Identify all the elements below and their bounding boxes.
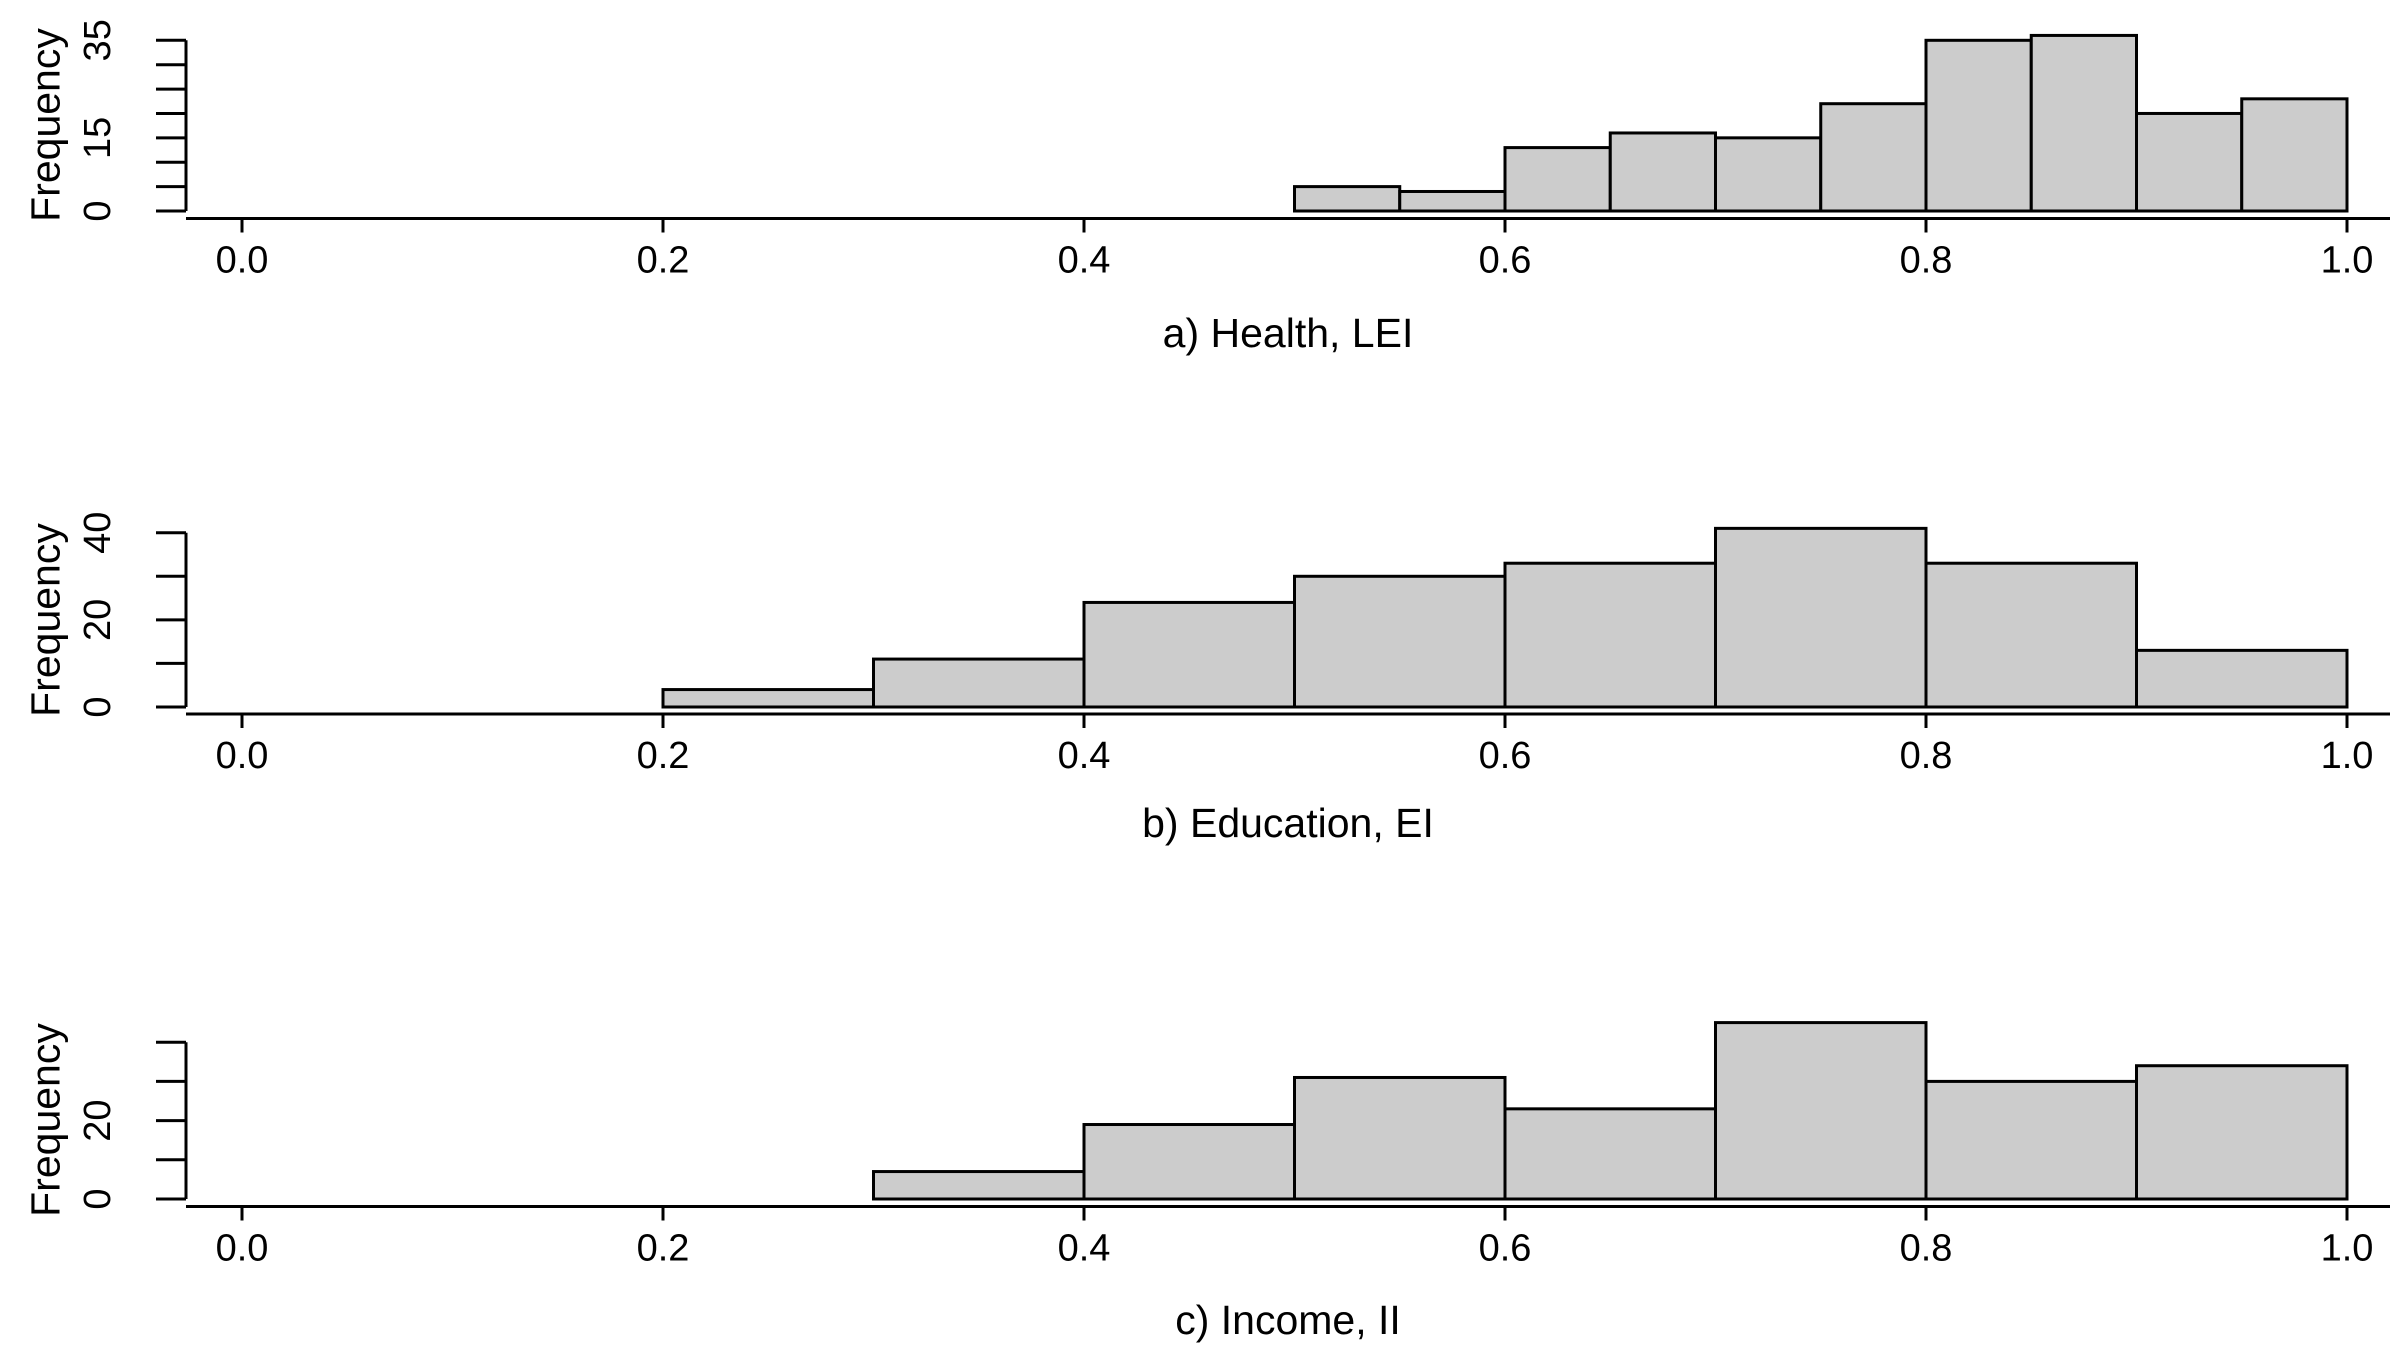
x-axis-tick-label: 0.4 xyxy=(1058,240,1111,282)
histogram-bar xyxy=(1714,526,1928,709)
histogram-bar xyxy=(1924,38,2033,213)
y-axis-tick-label: 0 xyxy=(77,696,119,717)
x-axis-tick-label: 0.2 xyxy=(637,240,690,282)
histogram-bar xyxy=(2135,1064,2349,1201)
y-axis-tick-label: 20 xyxy=(77,1099,119,1141)
panel-caption-b: b) Education, EI xyxy=(1142,800,1434,846)
x-axis-tick-label: 0.6 xyxy=(1479,735,1532,777)
x-axis-tick-label: 0.2 xyxy=(637,735,690,777)
histogram-bar xyxy=(1819,102,1928,213)
histogram-bar xyxy=(1293,185,1402,213)
x-axis-tick-label: 0.0 xyxy=(216,735,269,777)
x-axis-tick-label: 1.0 xyxy=(2321,735,2374,777)
y-axis-title-panel-b: Frequency xyxy=(22,523,69,717)
histogram-bar xyxy=(872,1170,1086,1201)
panel-caption-a: a) Health, LEI xyxy=(1162,310,1414,356)
histogram-bar xyxy=(1503,1107,1717,1201)
histogram-bar xyxy=(2135,648,2349,709)
histogram-bar xyxy=(1924,1079,2138,1201)
histogram-bar xyxy=(1714,1021,1928,1201)
x-axis-tick-label: 0.2 xyxy=(637,1228,690,1270)
x-axis-tick-label: 0.0 xyxy=(216,240,269,282)
histogram-bar xyxy=(1082,600,1296,709)
x-axis-tick-label: 0.6 xyxy=(1479,240,1532,282)
histogram-bar xyxy=(2135,111,2244,213)
histogram-bar xyxy=(1082,1123,1296,1201)
histogram-bar xyxy=(1503,561,1717,709)
x-axis-tick-label: 0.4 xyxy=(1058,735,1111,777)
y-axis-tick-label: 40 xyxy=(77,512,119,554)
panel-caption-c: c) Income, II xyxy=(1175,1297,1401,1343)
histogram-bar xyxy=(1503,146,1612,213)
x-axis-tick-label: 0.0 xyxy=(216,1228,269,1270)
y-axis-tick-label: 20 xyxy=(77,599,119,641)
histogram-bar xyxy=(1924,561,2138,709)
histogram-bar xyxy=(661,688,875,709)
x-axis-tick-label: 0.8 xyxy=(1900,735,1953,777)
y-axis-tick-label: 0 xyxy=(77,200,119,221)
y-axis-tick-label: 0 xyxy=(77,1188,119,1209)
histogram-bar xyxy=(2240,97,2349,213)
histogram-bar xyxy=(1714,136,1823,213)
histogram-bar xyxy=(1608,131,1717,213)
histogram-bar xyxy=(872,657,1086,709)
y-axis-tick-label: 15 xyxy=(77,117,119,159)
histogram-bar xyxy=(2029,33,2138,213)
x-axis-tick-label: 0.8 xyxy=(1900,240,1953,282)
histogram-bar xyxy=(1398,189,1507,213)
x-axis-tick-label: 0.8 xyxy=(1900,1228,1953,1270)
y-axis-title-panel-a: Frequency xyxy=(22,28,69,222)
x-axis-tick-label: 0.4 xyxy=(1058,1228,1111,1270)
histogram-bar xyxy=(1293,574,1507,709)
x-axis-tick-label: 1.0 xyxy=(2321,240,2374,282)
y-axis-tick-label: 35 xyxy=(77,19,119,61)
x-axis-tick-label: 0.6 xyxy=(1479,1228,1532,1270)
y-axis-title-panel-c: Frequency xyxy=(22,1023,69,1217)
x-axis-tick-label: 1.0 xyxy=(2321,1228,2374,1270)
histogram-bar xyxy=(1293,1075,1507,1201)
